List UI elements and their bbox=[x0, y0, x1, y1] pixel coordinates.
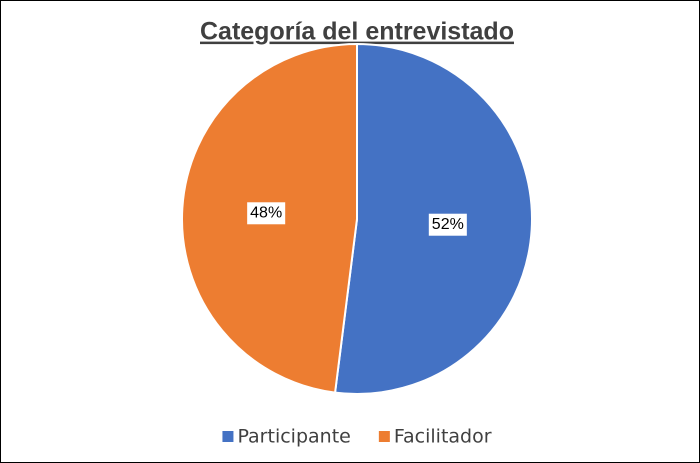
legend-swatch bbox=[222, 431, 234, 442]
data-label-bg bbox=[247, 202, 286, 225]
legend-swatch bbox=[378, 431, 390, 442]
legend-label: Participante bbox=[237, 426, 350, 448]
data-label: 52% bbox=[432, 216, 464, 233]
data-label-bg bbox=[428, 213, 467, 236]
data-label: 48% bbox=[250, 205, 282, 222]
legend-label: Facilitador bbox=[394, 426, 492, 448]
chart-title: Categoría del entrevistado bbox=[200, 18, 514, 46]
